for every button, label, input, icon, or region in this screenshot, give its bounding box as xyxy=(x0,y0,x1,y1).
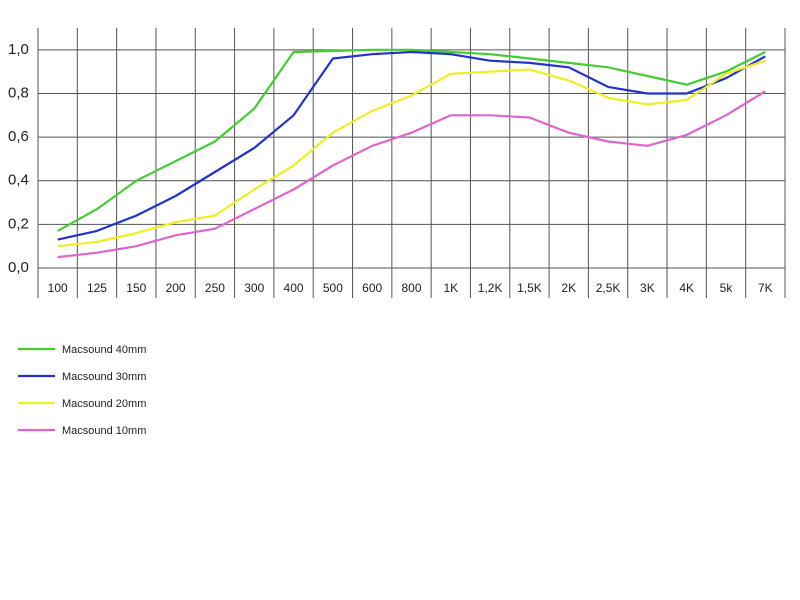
x-tick-label: 3K xyxy=(640,281,655,295)
x-tick-label: 100 xyxy=(48,281,68,295)
series-line xyxy=(57,59,766,248)
x-tick-label: 125 xyxy=(87,281,107,295)
y-tick-label: 1,0 xyxy=(8,41,29,58)
x-tick-label: 1K xyxy=(443,281,458,295)
x-tick-label: 500 xyxy=(323,281,343,295)
x-tick-label: 300 xyxy=(244,281,264,295)
x-tick-label: 600 xyxy=(362,281,382,295)
x-tick-label: 1,2K xyxy=(478,281,503,295)
x-tick-label: 400 xyxy=(284,281,304,295)
y-tick-label: 0,4 xyxy=(8,172,29,189)
series-line xyxy=(57,90,766,259)
series-line xyxy=(57,50,766,241)
x-tick-label: 2,5K xyxy=(596,281,621,295)
legend-label: Macsound 10mm xyxy=(62,425,146,437)
x-tick-label: 200 xyxy=(166,281,186,295)
x-tick-label: 7K xyxy=(758,281,773,295)
y-tick-label: 0,0 xyxy=(8,259,29,276)
y-tick-label: 0,2 xyxy=(8,215,29,232)
x-tick-label: 4K xyxy=(679,281,694,295)
y-tick-label: 0,8 xyxy=(8,84,29,101)
y-tick-label: 0,6 xyxy=(8,128,29,145)
x-tick-label: 5k xyxy=(720,281,734,295)
x-tick-label: 250 xyxy=(205,281,225,295)
series-line xyxy=(57,48,766,232)
x-tick-label: 2K xyxy=(561,281,576,295)
x-tick-label: 150 xyxy=(126,281,146,295)
legend-label: Macsound 30mm xyxy=(62,371,146,383)
legend-label: Macsound 20mm xyxy=(62,398,146,410)
legend-label: Macsound 40mm xyxy=(62,344,146,356)
x-tick-label: 800 xyxy=(401,281,421,295)
x-tick-label: 1,5K xyxy=(517,281,542,295)
